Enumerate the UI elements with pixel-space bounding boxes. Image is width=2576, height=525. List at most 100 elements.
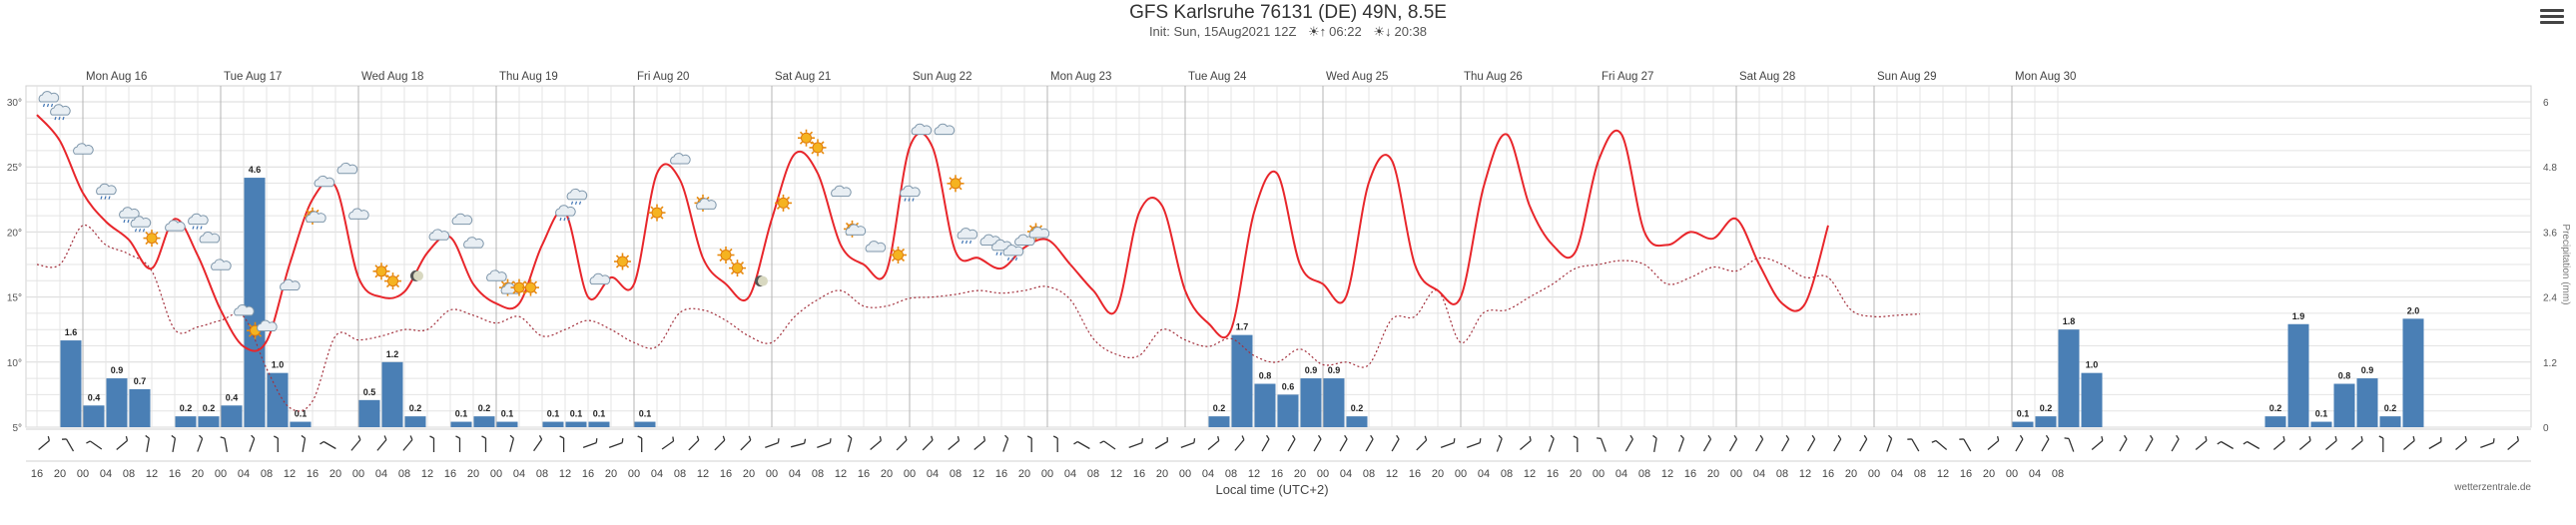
hour-tick-label: 16 xyxy=(858,468,870,480)
wind-barb-icon xyxy=(637,435,643,452)
hour-tick-label: 12 xyxy=(559,468,571,480)
wind-barb-icon xyxy=(2455,435,2467,450)
wind-barb-icon xyxy=(2243,440,2260,450)
cloud-icon xyxy=(314,175,335,188)
precip-value-label: 1.2 xyxy=(386,349,399,359)
wind-barb-icon xyxy=(2428,436,2442,450)
wind-barb-icon xyxy=(2064,437,2075,452)
hour-tick-label: 16 xyxy=(720,468,732,480)
hour-tick-label: 20 xyxy=(1156,468,1168,480)
day-label: Thu Aug 19 xyxy=(499,71,558,83)
wind-barb-icon xyxy=(2217,440,2234,450)
wind-barb-icon xyxy=(116,435,129,450)
hour-tick-label: 00 xyxy=(2006,468,2018,480)
day-label: Fri Aug 27 xyxy=(1602,71,1653,83)
hour-tick-label: 16 xyxy=(307,468,319,480)
precip-bar xyxy=(2402,318,2424,427)
wind-barb-icon xyxy=(847,434,853,452)
y-right-tick-label: 1.2 xyxy=(2543,358,2557,369)
wind-barb-icon xyxy=(1391,434,1400,452)
chart-subtitle: Init: Sun, 15Aug2021 12Z ☀↑ 06:22 ☀↓ 20:38 xyxy=(0,24,2576,40)
precip-value-label: 0.2 xyxy=(2384,403,2397,413)
sun-icon xyxy=(648,204,666,222)
precip-value-label: 1.8 xyxy=(2063,316,2076,326)
init-time: Init: Sun, 15Aug2021 12Z xyxy=(1148,24,1297,39)
wind-barb-icon xyxy=(740,435,752,451)
precip-value-label: 0.2 xyxy=(203,403,216,413)
precip-bar xyxy=(221,405,243,427)
precip-bar xyxy=(198,416,220,427)
precip-value-label: 0.8 xyxy=(2338,371,2351,381)
wind-barb-icon xyxy=(688,435,700,451)
y-left-tick-label: 10° xyxy=(7,358,22,369)
hour-tick-label: 12 xyxy=(1386,468,1398,480)
hour-tick-label: 04 xyxy=(100,468,112,480)
cloud-icon xyxy=(934,123,956,136)
precip-value-label: 0.5 xyxy=(363,387,376,397)
y-right-tick-label: 6 xyxy=(2543,98,2549,109)
hour-tick-label: 20 xyxy=(467,468,479,480)
wind-barb-icon xyxy=(320,440,336,450)
hour-tick-label: 12 xyxy=(146,468,158,480)
wind-barb-icon xyxy=(1339,434,1348,452)
day-label: Wed Aug 25 xyxy=(1326,71,1388,83)
precip-value-label: 0.9 xyxy=(111,365,124,375)
precip-bar xyxy=(2287,323,2309,427)
wind-barb-icon xyxy=(249,434,256,452)
precip-bar xyxy=(1254,383,1276,427)
hour-tick-label: 20 xyxy=(881,468,893,480)
wind-barb-icon xyxy=(402,435,413,451)
hour-tick-label: 00 xyxy=(1593,468,1605,480)
hour-tick-label: 20 xyxy=(1707,468,1719,480)
precip-value-label: 0.1 xyxy=(570,409,583,419)
hour-tick-label: 08 xyxy=(261,468,273,480)
wind-barb-icon xyxy=(1496,434,1503,452)
sun-icon xyxy=(614,253,631,270)
day-label: Sat Aug 28 xyxy=(1739,71,1795,83)
precip-bar xyxy=(175,416,197,427)
cloud-icon xyxy=(831,185,852,198)
sun-icon xyxy=(798,129,815,147)
wind-barb-icon xyxy=(1907,438,1920,452)
hour-tick-label: 00 xyxy=(1730,468,1742,480)
cloud-icon xyxy=(280,278,301,290)
precip-bar xyxy=(83,405,105,427)
y-left-tick-label: 15° xyxy=(7,293,22,304)
wind-barb-icon xyxy=(1026,435,1032,452)
wind-barb-icon xyxy=(2041,434,2050,452)
wind-barb-icon xyxy=(1466,438,1482,449)
precip-bar xyxy=(1323,378,1345,427)
precip-value-label: 4.6 xyxy=(249,165,262,175)
hamburger-menu-icon[interactable] xyxy=(2540,6,2564,28)
wind-barb-icon xyxy=(1596,437,1607,452)
wind-barb-icon xyxy=(714,435,726,451)
hour-tick-label: 04 xyxy=(1891,468,1903,480)
hour-tick-label: 16 xyxy=(1960,468,1972,480)
precip-value-label: 0.8 xyxy=(1259,371,1272,381)
hour-tick-label: 00 xyxy=(1868,468,1880,480)
sun-icon xyxy=(729,260,746,277)
hour-tick-label: 04 xyxy=(375,468,387,480)
hour-tick-label: 04 xyxy=(651,468,663,480)
precip-bar xyxy=(2310,421,2332,427)
hour-tick-label: 04 xyxy=(513,468,525,480)
hour-tick-label: 16 xyxy=(582,468,594,480)
day-label: Thu Aug 26 xyxy=(1464,71,1523,83)
hour-tick-label: 00 xyxy=(1041,468,1053,480)
wind-barb-icon xyxy=(1207,435,1220,450)
precip-bar xyxy=(1346,416,1368,427)
wind-barb-icon xyxy=(1573,435,1579,452)
precip-bar xyxy=(2356,378,2378,427)
wind-barb-icon xyxy=(973,435,986,450)
hour-tick-label: 16 xyxy=(1684,468,1696,480)
hour-tick-label: 08 xyxy=(1914,468,1926,480)
wind-barb-icon xyxy=(1807,434,1816,452)
precip-bar xyxy=(404,416,426,427)
cloud-icon xyxy=(463,237,484,249)
hour-tick-label: 12 xyxy=(421,468,433,480)
sun-icon xyxy=(717,247,735,263)
wind-barb-icon xyxy=(1987,435,2000,450)
precip-value-label: 0.2 xyxy=(180,403,193,413)
wind-barb-icon xyxy=(2091,435,2104,450)
hour-tick-label: 08 xyxy=(1087,468,1099,480)
